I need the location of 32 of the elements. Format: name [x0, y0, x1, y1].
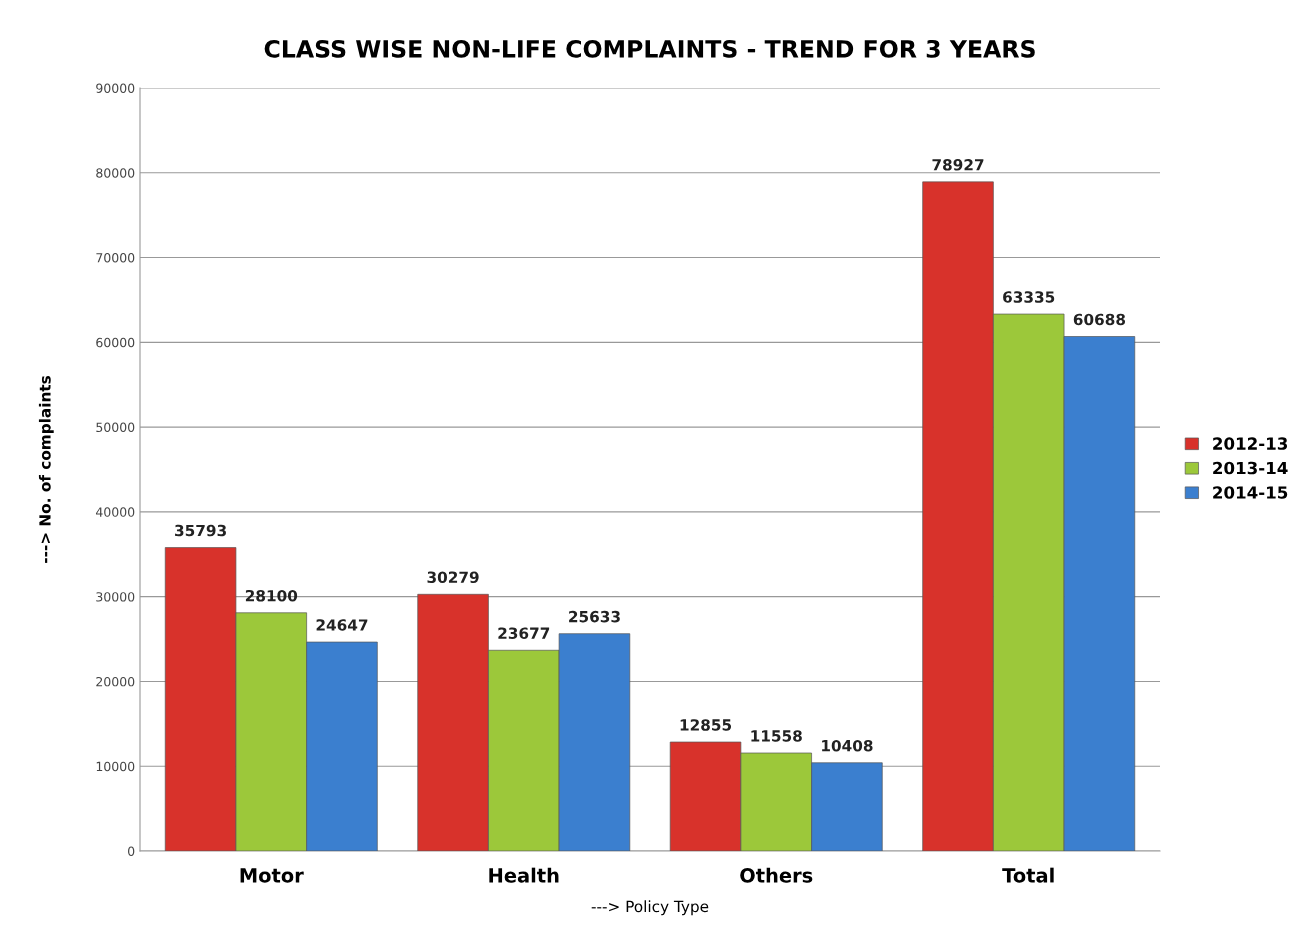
data-label: 10408	[822, 739, 873, 752]
legend-label: 2012-13	[1213, 437, 1288, 450]
y-tick-label: 20000	[96, 676, 135, 687]
legend-label: 2013-14	[1213, 461, 1288, 475]
data-label: 24647	[316, 619, 368, 631]
x-tick-label: Others	[740, 867, 813, 883]
y-tick-label: 70000	[96, 253, 135, 263]
chart-title: CLASS WISE NON-LIFE COMPLAINTS - TREND FOR 3 YEARS	[264, 39, 1035, 58]
y-tick-label: 80000	[96, 168, 135, 178]
data-label: 35793	[175, 524, 226, 537]
y-tick-label: 60000	[96, 337, 135, 348]
data-label: 30279	[427, 571, 479, 584]
y-tick-label: 90000	[96, 83, 135, 93]
x-tick-label: Total	[1002, 867, 1054, 883]
y-tick-label: 0	[128, 846, 135, 856]
data-label: 60688	[1073, 313, 1126, 326]
data-label: 63335	[1003, 291, 1055, 303]
data-label: 12855	[680, 719, 732, 731]
x-tick-label: Health	[489, 867, 559, 883]
y-tick-label: 30000	[96, 592, 135, 602]
data-label: 78927	[932, 159, 984, 171]
data-label: 11558	[751, 730, 802, 742]
y-tick-label: 40000	[95, 507, 135, 517]
legend-label: 2014-15	[1213, 486, 1288, 499]
y-tick-label: 50000	[96, 422, 135, 433]
data-label: 28100	[245, 589, 298, 602]
y-tick-label: 10000	[96, 761, 135, 772]
x-tick-label: Motor	[240, 868, 304, 883]
data-label: 25633	[569, 610, 620, 623]
x-axis-title: ---> Policy Type	[591, 900, 709, 916]
y-axis-title: ---> No. of complaints	[38, 375, 54, 563]
data-label: 23677	[498, 627, 550, 639]
